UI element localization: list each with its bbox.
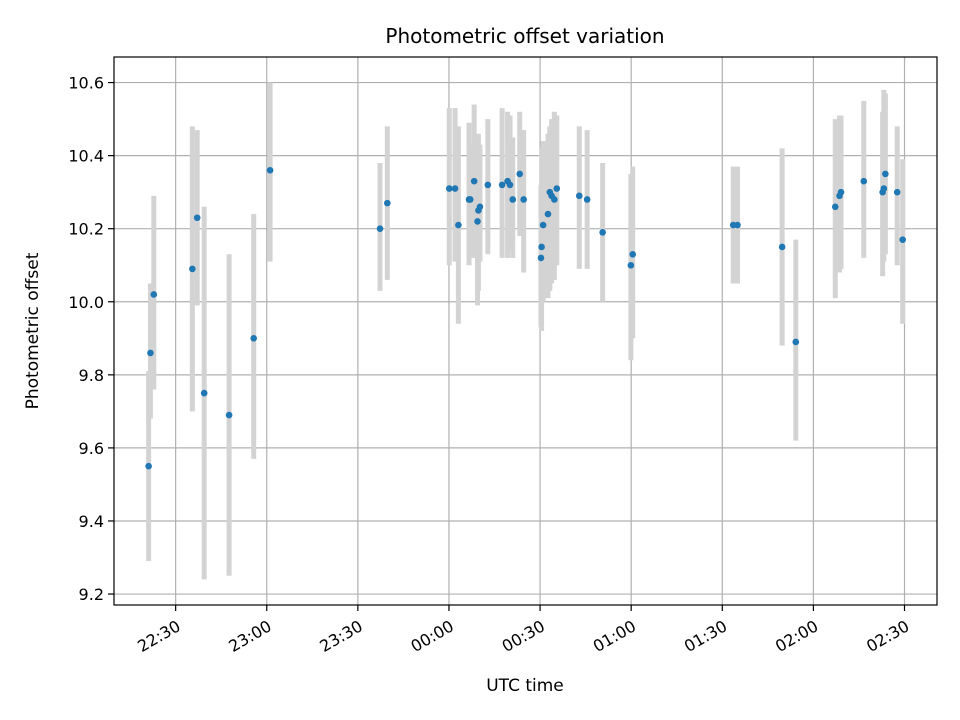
data-point (470, 177, 478, 185)
data-point (376, 225, 384, 233)
data-point (193, 214, 201, 222)
data-point (474, 218, 481, 225)
y-axis-title: Photometric offset (23, 252, 43, 409)
data-point (445, 185, 453, 192)
data-point (551, 196, 558, 203)
data-point (860, 177, 868, 185)
y-tick-label: 10.0 (68, 293, 104, 312)
data-point (882, 170, 889, 178)
data-point (627, 261, 635, 269)
data-point (484, 181, 492, 189)
data-point (498, 181, 506, 189)
data-points (145, 166, 906, 470)
data-point (200, 389, 208, 397)
data-point (266, 166, 274, 174)
data-point (583, 196, 591, 203)
data-point (899, 236, 906, 243)
data-point (734, 221, 741, 229)
data-point (544, 210, 552, 218)
data-point (599, 229, 606, 236)
y-tick-label: 10.4 (68, 147, 104, 166)
data-point (792, 338, 800, 346)
y-tick-label: 10.6 (68, 74, 104, 93)
data-point (451, 185, 459, 192)
data-point (466, 196, 474, 203)
plot-frame (113, 56, 938, 606)
data-point (145, 462, 152, 470)
data-point (538, 243, 545, 251)
data-point (476, 203, 484, 211)
data-point (506, 181, 514, 189)
y-tick-label: 9.6 (79, 439, 104, 458)
y-tick-label: 10.2 (68, 220, 104, 239)
y-tick-label: 9.8 (79, 366, 104, 385)
data-point (893, 188, 901, 196)
data-point (516, 170, 524, 178)
chart-title: Photometric offset variation (385, 24, 664, 48)
data-point (537, 254, 545, 262)
data-point (384, 199, 391, 207)
y-tick-label: 9.2 (79, 585, 104, 604)
data-point (250, 335, 257, 342)
data-point (553, 185, 561, 192)
data-point (778, 243, 786, 251)
data-point (629, 250, 637, 258)
y-tick-label: 9.4 (79, 512, 104, 531)
data-point (520, 196, 527, 203)
data-point (225, 411, 233, 419)
data-point (509, 196, 517, 203)
data-point (539, 221, 547, 229)
data-point (880, 185, 888, 192)
x-axis-title: UTC time (486, 676, 564, 696)
data-point (831, 203, 839, 211)
data-point (837, 188, 845, 196)
data-point (575, 192, 583, 200)
data-point (150, 291, 158, 298)
data-point (189, 265, 196, 273)
data-point (147, 349, 154, 357)
data-point (455, 221, 462, 229)
